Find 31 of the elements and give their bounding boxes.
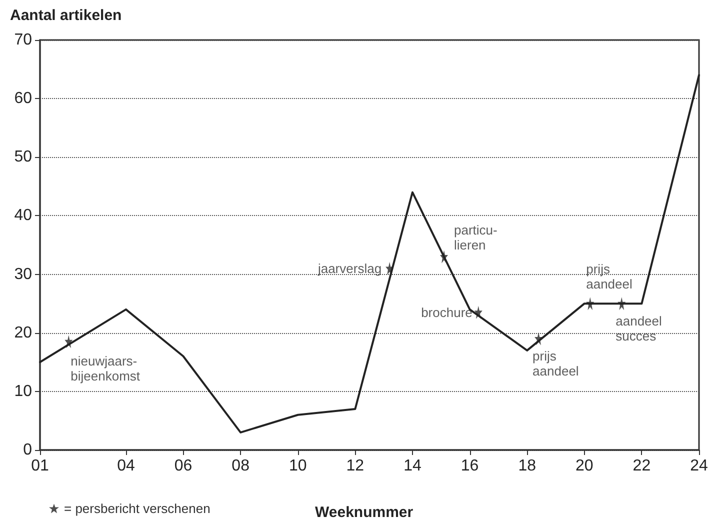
y-axis-title: Aantal artikelen [10, 7, 122, 24]
line-series [39, 74, 700, 434]
annotation: prijs aandeel [586, 262, 632, 292]
y-tick-label: 40 [14, 207, 32, 224]
x-tick-label: 14 [404, 458, 422, 474]
annotation: particu- lieren [454, 222, 498, 253]
x-tick-label: 20 [575, 458, 594, 474]
x-tick-label: 22 [632, 458, 651, 474]
x-tick-label: 12 [346, 458, 364, 474]
annotation: nieuwjaars- bijeenkomst [70, 354, 140, 384]
x-axis-title: Weeknummer [315, 504, 414, 521]
x-tick-label: 08 [232, 458, 250, 474]
legend-label: = persbericht verschenen [64, 501, 210, 516]
y-tick-label: 50 [14, 148, 32, 166]
x-tick-label: 06 [174, 458, 192, 474]
y-tick-label: 0 [23, 442, 32, 458]
y-tick-label: 30 [14, 266, 32, 283]
x-tick-label: 01 [31, 458, 49, 474]
x-tick-label: 04 [117, 458, 135, 474]
y-tick-label: 10 [14, 382, 32, 400]
annotation: prijs aandeel [532, 348, 579, 379]
annotation: brochure [421, 304, 472, 320]
x-tick-label: 24 [690, 458, 708, 474]
y-tick-label: 20 [14, 324, 32, 342]
annotation: jaarverslag [316, 260, 382, 276]
x-tick-label: 16 [460, 458, 479, 474]
y-tick-label: 70 [14, 32, 32, 48]
x-tick-label: 18 [518, 458, 536, 474]
x-tick-label: 10 [288, 458, 307, 474]
annotation: aandeel succes [616, 314, 662, 344]
y-tick-label: 60 [14, 90, 32, 108]
